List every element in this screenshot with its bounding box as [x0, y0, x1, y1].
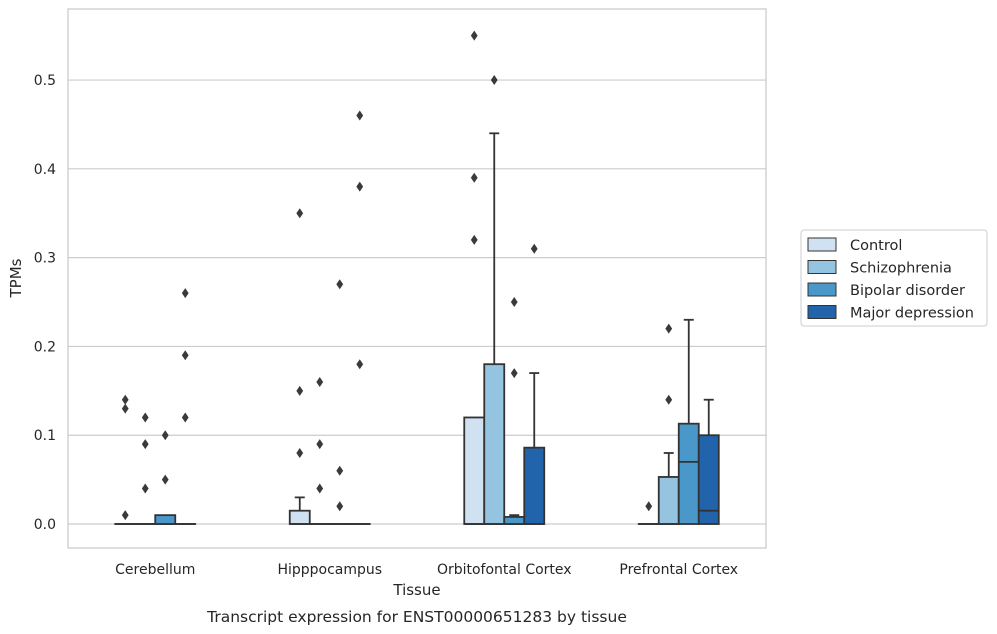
box-body [657, 476, 680, 525]
box-body [288, 509, 311, 525]
outlier-point [181, 350, 189, 361]
outlier-point [490, 75, 498, 86]
outlier-point [336, 279, 344, 290]
outlier-point [296, 447, 304, 458]
box-body [483, 363, 506, 525]
box-control [463, 416, 486, 525]
x-tick-label: Orbitofontal Cortex [437, 562, 572, 578]
outlier-point [296, 385, 304, 396]
chart-caption: Transcript expression for ENST0000065128… [206, 608, 627, 626]
y-tick-label: 0.4 [34, 162, 56, 178]
box-body [154, 514, 177, 525]
x-tick-label: Hipppocampus [277, 562, 382, 578]
legend-label: Major depression [850, 306, 974, 322]
outlier-point [510, 368, 518, 379]
box-body [697, 434, 720, 525]
boxes [114, 132, 720, 525]
outlier-point [121, 510, 129, 521]
box-schizophrenia [657, 452, 680, 525]
legend-swatch [807, 282, 837, 297]
outlier-point [665, 323, 673, 334]
legend-swatch [807, 260, 837, 274]
outlier-point [161, 474, 169, 485]
outlier-points [121, 30, 673, 521]
outlier-point [161, 430, 169, 441]
box-bipolar-disorder [677, 318, 700, 525]
legend-swatch [807, 237, 837, 252]
outlier-point [141, 439, 149, 450]
y-axis-label: TPMs [7, 258, 25, 298]
x-axis-ticks: Cerebellum Hipppocampus Orbitofontal Corte… [115, 562, 738, 578]
y-tick-label: 0.3 [34, 251, 56, 267]
legend-label: Bipolar disorder [850, 283, 965, 299]
outlier-point [316, 376, 324, 387]
outlier-point [121, 403, 129, 414]
box-bipolar-disorder [503, 514, 526, 525]
box-body [677, 422, 700, 525]
outlier-point [316, 439, 324, 450]
outlier-point [141, 412, 149, 423]
outlier-point [665, 394, 673, 405]
outlier-point [470, 234, 478, 245]
box-major-depression [697, 398, 720, 525]
y-axis-ticks: 0.0 0.1 0.2 0.3 0.4 0.5 [34, 73, 56, 533]
outlier-point [356, 359, 364, 370]
outlier-point [336, 465, 344, 476]
outlier-point [336, 501, 344, 512]
outlier-point [470, 30, 478, 41]
box-body [503, 516, 526, 525]
x-axis-label: Tissue [392, 581, 440, 599]
outlier-point [316, 483, 324, 494]
y-tick-label: 0.0 [34, 517, 56, 533]
y-tick-label: 0.5 [34, 73, 56, 89]
box-body [523, 446, 546, 525]
outlier-point [470, 172, 478, 183]
outlier-point [141, 483, 149, 494]
outlier-point [356, 110, 364, 121]
box-major-depression [523, 372, 546, 525]
legend-swatch [807, 305, 837, 319]
outlier-point [181, 412, 189, 423]
outlier-point [645, 501, 653, 512]
gridlines [68, 79, 766, 525]
box-bipolar-disorder [154, 514, 177, 525]
legend: Control Schizophrenia Bipolar disorder Majo… [800, 229, 988, 327]
legend-label: Schizophrenia [850, 261, 952, 277]
outlier-point [181, 288, 189, 299]
x-tick-label: Cerebellum [115, 562, 195, 578]
outlier-point [121, 394, 129, 405]
outlier-point [510, 297, 518, 308]
y-tick-label: 0.2 [34, 339, 56, 355]
plot-frame [67, 8, 767, 549]
outlier-point [356, 181, 364, 192]
legend-frame [800, 229, 988, 327]
box-schizophrenia [483, 132, 506, 525]
box-body [463, 416, 486, 525]
x-tick-label: Prefrontal Cortex [619, 562, 738, 578]
outlier-point [530, 243, 538, 254]
box-control [288, 496, 311, 525]
legend-label: Control [850, 238, 902, 254]
y-tick-label: 0.1 [34, 428, 56, 444]
outlier-point [296, 208, 304, 219]
